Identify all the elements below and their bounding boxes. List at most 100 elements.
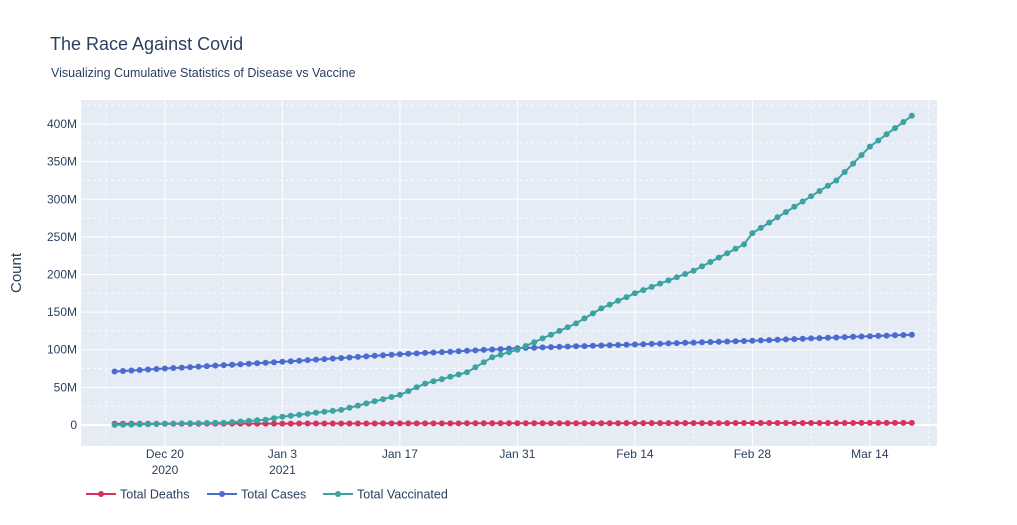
x-axis: Dec 20 2020 Jan 3 2021 Jan 17 Jan 31 Feb 14 Feb… — [146, 447, 889, 477]
data-point — [573, 343, 580, 350]
data-point — [413, 384, 420, 391]
data-point — [741, 241, 747, 248]
legend-label: Total Deaths — [120, 488, 189, 502]
data-point — [548, 331, 554, 338]
data-point — [120, 421, 126, 428]
data-point — [422, 380, 429, 387]
data-point — [380, 420, 387, 427]
data-point — [665, 340, 672, 347]
data-point — [405, 420, 412, 427]
data-point — [430, 378, 437, 385]
data-point — [438, 349, 445, 356]
data-point — [766, 420, 773, 426]
x-tick-label: Dec 20 — [146, 447, 184, 461]
data-point — [589, 420, 596, 427]
data-point — [908, 331, 915, 338]
data-point — [514, 420, 521, 427]
data-point — [883, 419, 890, 426]
data-point — [195, 363, 202, 370]
data-point — [791, 336, 798, 343]
data-point — [648, 340, 655, 347]
data-point — [195, 420, 202, 427]
x-tick-label: 2021 — [269, 463, 296, 477]
data-point — [506, 420, 512, 427]
data-point — [900, 332, 907, 338]
y-tick-label: 100M — [47, 343, 77, 357]
data-point — [153, 421, 160, 427]
data-point — [640, 287, 647, 294]
data-point — [766, 337, 773, 344]
data-point — [539, 344, 546, 351]
data-point — [287, 420, 294, 427]
data-point — [522, 343, 529, 349]
data-point — [631, 420, 638, 427]
data-point — [296, 411, 303, 418]
data-point — [749, 420, 756, 426]
data-point — [296, 357, 303, 364]
data-point — [287, 412, 294, 419]
data-point — [539, 335, 546, 342]
data-point — [388, 394, 395, 400]
data-point — [623, 341, 630, 348]
data-point — [699, 339, 705, 346]
data-point — [279, 420, 286, 427]
data-point — [732, 420, 739, 426]
data-point — [665, 420, 672, 427]
data-point — [531, 339, 538, 346]
data-point — [480, 420, 487, 427]
data-point — [749, 230, 756, 237]
data-point — [220, 362, 227, 369]
y-tick-label: 0 — [70, 418, 77, 432]
data-point — [229, 419, 236, 426]
data-point — [254, 360, 261, 367]
data-point — [598, 420, 605, 427]
legend-item[interactable]: Total Cases — [207, 488, 306, 502]
data-point — [707, 339, 714, 345]
data-point — [858, 333, 865, 340]
data-point — [900, 119, 907, 125]
data-point — [841, 420, 848, 426]
data-point — [883, 332, 890, 339]
data-point — [665, 277, 672, 284]
data-point — [145, 421, 152, 428]
data-point — [329, 407, 336, 414]
data-point — [313, 409, 319, 416]
data-point — [581, 315, 588, 322]
data-point — [741, 338, 747, 344]
data-point — [866, 419, 873, 426]
data-point — [573, 320, 580, 327]
data-point — [480, 359, 487, 366]
data-point — [850, 160, 857, 167]
data-point — [480, 346, 487, 353]
data-point — [556, 343, 563, 350]
data-point — [455, 371, 462, 378]
data-point — [858, 419, 865, 426]
data-point — [187, 364, 194, 371]
data-point — [589, 310, 596, 317]
data-point — [615, 420, 622, 427]
data-point — [279, 413, 286, 420]
data-point — [866, 143, 873, 150]
data-point — [631, 290, 638, 297]
data-point — [455, 420, 462, 427]
data-point — [237, 418, 244, 425]
data-point — [354, 402, 361, 409]
data-point — [816, 420, 823, 426]
data-point — [472, 420, 479, 427]
data-point — [875, 137, 882, 144]
data-point — [388, 420, 395, 427]
data-point — [715, 338, 722, 345]
data-point — [245, 417, 252, 424]
legend-item[interactable]: Total Vaccinated — [323, 488, 448, 502]
data-point — [304, 420, 311, 427]
data-point — [472, 364, 479, 371]
data-point — [212, 419, 219, 426]
data-point — [430, 420, 437, 427]
data-point — [338, 355, 345, 361]
data-point — [447, 348, 454, 355]
legend-item[interactable]: Total Deaths — [86, 488, 189, 502]
data-point — [858, 152, 865, 159]
data-point — [615, 342, 622, 348]
